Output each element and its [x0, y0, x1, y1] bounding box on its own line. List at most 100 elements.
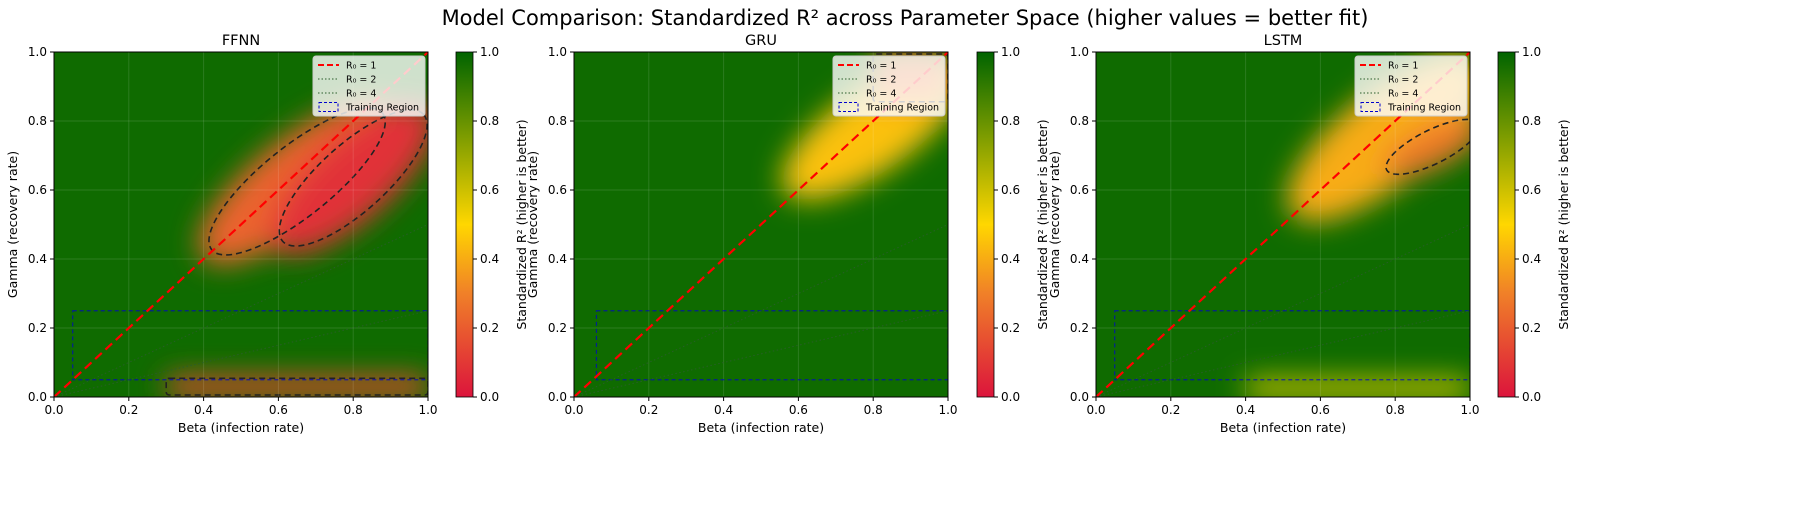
training-region-box	[595, 310, 948, 381]
legend-entry: R₀ = 1	[866, 61, 896, 72]
low-fit-region	[1245, 379, 1470, 397]
colorbar-tick-label: 0.4	[1522, 252, 1541, 266]
x-axis-label: Beta (infection rate)	[698, 420, 824, 435]
legend-entry: R₀ = 2	[1388, 75, 1418, 86]
y-tick-label: 0.2	[548, 321, 567, 335]
x-tick-label: 0.2	[639, 403, 658, 417]
panel-gru: 0.0 0.2 0.4 0.6 0.8 1.0 0.0 0.2 0.4 0.6 0.8 1.0 Beta…	[525, 33, 1050, 435]
panel-title: LSTM	[1264, 33, 1303, 49]
x-tick-label: 0.2	[1161, 403, 1180, 417]
y-tick-label: 0.2	[28, 321, 47, 335]
y-tick-label: 0.4	[548, 252, 567, 266]
x-tick-label: 0.6	[269, 403, 288, 417]
y-axis-label: Gamma (recovery rate)	[5, 151, 20, 298]
colorbar-tick-label: 0.8	[480, 114, 499, 128]
y-tick-label: 0.8	[28, 114, 47, 128]
legend-entry: R₀ = 1	[346, 61, 376, 72]
y-tick-label: 1.0	[28, 45, 47, 59]
colorbar-tick-label: 0.6	[1522, 183, 1541, 197]
y-tick-label: 0.0	[1070, 390, 1089, 404]
x-tick-label: 0.0	[44, 403, 63, 417]
y-tick-label: 0.6	[548, 183, 567, 197]
x-tick-label: 0.4	[1236, 403, 1255, 417]
contour-line	[1385, 118, 1470, 176]
r0-line	[1096, 224, 1470, 397]
x-tick-label: 0.0	[564, 403, 583, 417]
colorbar-tick-label: 0.6	[480, 183, 499, 197]
legend: R₀ = 1 R₀ = 2 R₀ = 4 Training Region	[832, 55, 946, 117]
legend-box	[1354, 55, 1468, 117]
axes-frame	[573, 51, 949, 398]
y-tick-label: 0.4	[28, 252, 47, 266]
r0-line	[574, 224, 948, 397]
y-axis-label: Gamma (recovery rate)	[1047, 151, 1062, 298]
y-tick-label: 0.8	[548, 114, 567, 128]
panel-lstm: 0.0 0.2 0.4 0.6 0.8 1.0 0.0 0.2 0.4 0.6 0.8 1.0 Beta…	[1047, 33, 1571, 435]
colorbar-tick-label: 0.8	[1522, 114, 1541, 128]
colorbar-tick-label: 0.0	[1001, 390, 1020, 404]
legend-entry: R₀ = 4	[346, 89, 376, 100]
legend-entry: R₀ = 4	[866, 89, 896, 100]
x-tick-label: 0.6	[789, 403, 808, 417]
legend-entry: Training Region	[1387, 103, 1461, 114]
axes-frame	[1095, 51, 1471, 398]
x-tick-label: 0.8	[864, 403, 883, 417]
x-tick-label: 0.0	[1086, 403, 1105, 417]
colorbar: 0.0 0.2 0.4 0.6 0.8 1.0 Standardized R² (highe…	[976, 45, 1050, 404]
legend-entry: R₀ = 2	[866, 75, 896, 86]
colorbar: 0.0 0.2 0.4 0.6 0.8 1.0 Standardized R² (highe…	[455, 45, 529, 404]
legend-entry: R₀ = 2	[346, 75, 376, 86]
legend-entry: Training Region	[345, 103, 419, 114]
x-tick-label: 0.8	[1386, 403, 1405, 417]
legend-box	[832, 55, 946, 117]
x-tick-label: 0.4	[714, 403, 733, 417]
colorbar-tick-label: 0.8	[1001, 114, 1020, 128]
x-tick-label: 1.0	[938, 403, 957, 417]
legend: R₀ = 1 R₀ = 2 R₀ = 4 Training Region	[1354, 55, 1468, 117]
colorbar-gradient	[455, 51, 474, 398]
y-tick-label: 0.6	[28, 183, 47, 197]
panel-ffnn: 0.0 0.2 0.4 0.6 0.8 1.0 0.0 0.2 0.4 0.6 0.8 1.0 Beta…	[5, 33, 529, 435]
x-tick-label: 0.6	[1311, 403, 1330, 417]
y-tick-label: 0.2	[1070, 321, 1089, 335]
x-axis-label: Beta (infection rate)	[1220, 420, 1346, 435]
low-fit-region	[1380, 115, 1470, 179]
colorbar-tick-label: 0.4	[1001, 252, 1020, 266]
r0-line	[54, 224, 428, 397]
y-tick-label: 0.6	[1070, 183, 1089, 197]
y-tick-label: 0.8	[1070, 114, 1089, 128]
colorbar-label: Standardized R² (higher is better)	[1556, 119, 1571, 329]
y-tick-label: 1.0	[548, 45, 567, 59]
figure-title: Model Comparison: Standardized R² across…	[441, 6, 1369, 30]
colorbar-tick-label: 0.2	[1001, 321, 1020, 335]
colorbar-tick-label: 1.0	[480, 45, 499, 59]
colorbar-tick-label: 0.0	[480, 390, 499, 404]
y-tick-label: 0.4	[1070, 252, 1089, 266]
y-axis-label: Gamma (recovery rate)	[525, 151, 540, 298]
training-region-box	[72, 310, 428, 381]
training-region-box	[1114, 310, 1470, 381]
x-tick-label: 1.0	[418, 403, 437, 417]
x-tick-label: 0.8	[344, 403, 363, 417]
legend-entry: Training Region	[865, 103, 939, 114]
colorbar-tick-label: 1.0	[1522, 45, 1541, 59]
x-tick-label: 0.2	[119, 403, 138, 417]
legend-box	[312, 55, 426, 117]
x-axis-label: Beta (infection rate)	[178, 420, 304, 435]
y-tick-label: 0.0	[548, 390, 567, 404]
y-tick-label: 0.0	[28, 390, 47, 404]
legend: R₀ = 1 R₀ = 2 R₀ = 4 Training Region	[312, 55, 426, 117]
x-tick-label: 0.4	[194, 403, 213, 417]
panel-title: FFNN	[222, 33, 260, 49]
axes-frame	[53, 51, 429, 398]
colorbar-tick-label: 1.0	[1001, 45, 1020, 59]
panel-title: GRU	[745, 33, 777, 49]
colorbar-tick-label: 0.4	[480, 252, 499, 266]
legend-swatch	[1360, 102, 1381, 112]
y-tick-label: 1.0	[1070, 45, 1089, 59]
colorbar-tick-label: 0.2	[480, 321, 499, 335]
legend-swatch	[838, 102, 859, 112]
colorbar-label: Standardized R² (higher is better)	[514, 119, 529, 329]
x-tick-label: 1.0	[1460, 403, 1479, 417]
